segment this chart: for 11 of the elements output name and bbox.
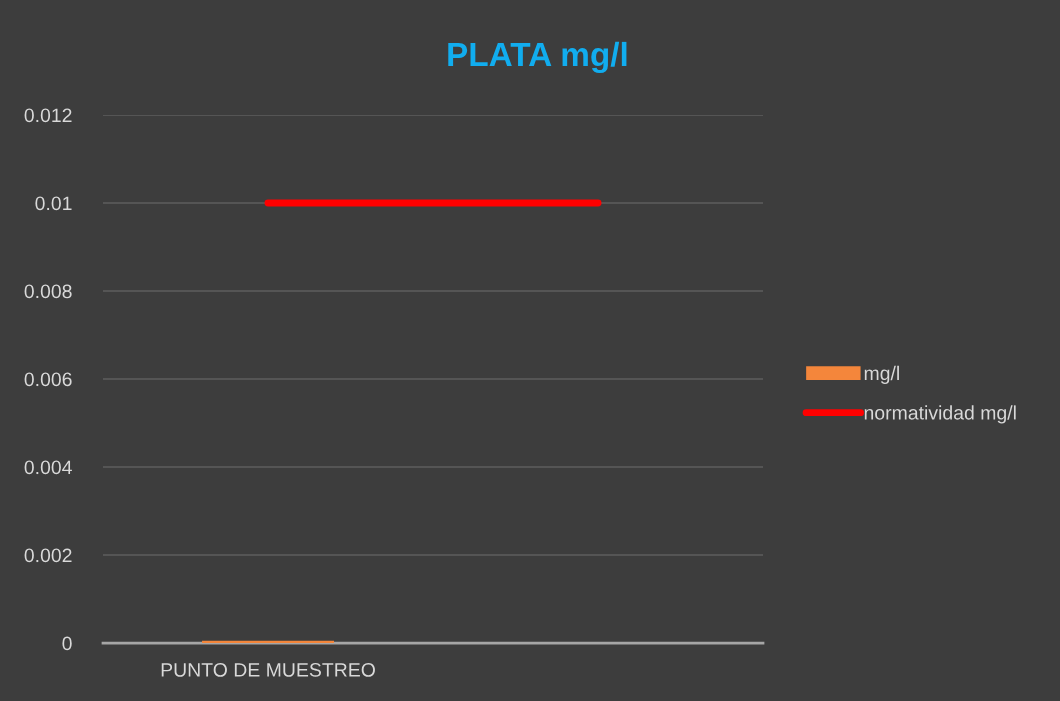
y-tick-label: 0.01 xyxy=(35,196,72,211)
y-tick-label: 0.012 xyxy=(24,108,72,123)
y-tick-label: 0.006 xyxy=(24,372,72,387)
legend-label: normatividad mg/l xyxy=(864,405,1016,424)
y-tick-label: 0.002 xyxy=(24,548,72,563)
y-tick-label: 0.004 xyxy=(24,460,72,475)
legend-label: mg/l xyxy=(864,365,899,384)
y-tick-label: 0 xyxy=(62,636,72,651)
x-tick-label: PUNTO DE MUESTREO xyxy=(161,662,375,677)
y-tick-label: 0.008 xyxy=(24,284,72,299)
chart-title: PLATA mg/l xyxy=(448,41,627,74)
